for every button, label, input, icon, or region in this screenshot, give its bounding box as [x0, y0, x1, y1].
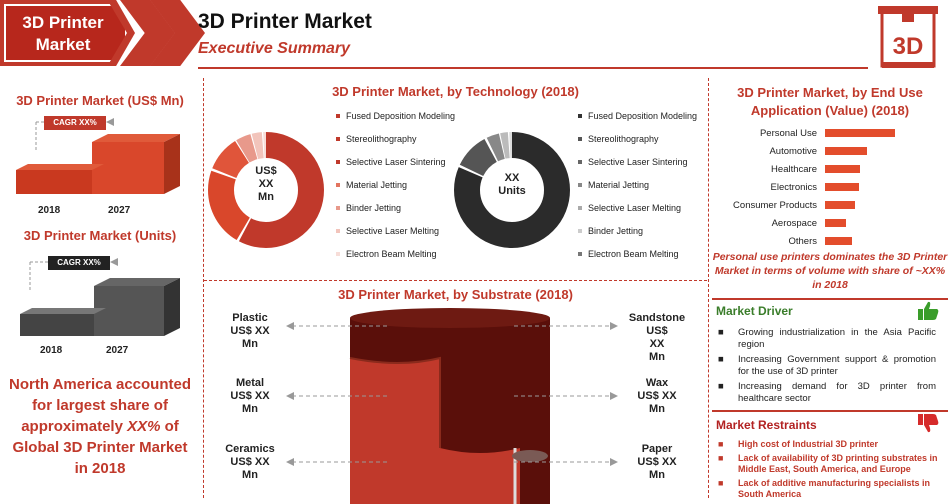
legend-item: Fused Deposition Modeling	[336, 110, 455, 122]
units-step-chart	[20, 256, 180, 336]
end-use-title: 3D Printer Market, by End Use Applicatio…	[737, 85, 923, 118]
substrate-cylinder-chart	[349, 308, 550, 504]
units-year-end: 2027	[106, 345, 129, 356]
north-america-note: North America accounted for largest shar…	[9, 376, 191, 477]
technology-donut-value	[208, 132, 324, 248]
driver-divider	[712, 298, 948, 300]
legend-item: Stereolithography	[578, 133, 697, 145]
bar-row: Consumer Products	[712, 196, 948, 214]
legend-item: Binder Jetting	[336, 202, 455, 214]
printer-logo-icon: 3D	[878, 6, 938, 68]
substrate-wax: Wax US$ XX Mn	[637, 377, 677, 415]
bar	[825, 165, 860, 173]
bar-row: Personal Use	[712, 124, 948, 142]
technology-title: 3D Printer Market, by Technology (2018)	[332, 84, 579, 99]
list-item: ■ High cost of Industrial 3D printer	[718, 439, 879, 449]
list-item: ■ Increasing Government support & promoti…	[718, 354, 936, 377]
usd-year-end: 2027	[108, 205, 131, 216]
driver-title: Market Driver	[716, 304, 793, 318]
page-subtitle: Executive Summary	[198, 40, 351, 57]
substrate-sandstone: Sandstone US$ XX Mn	[628, 312, 686, 363]
substrate-pointer-lines	[286, 322, 618, 466]
legend-item: Material Jetting	[578, 179, 697, 191]
substrate-ceramics: Ceramics US$ XX Mn	[225, 443, 275, 481]
bar	[825, 147, 867, 155]
driver-list: ■ Growing industrialization in the Asia P…	[718, 327, 936, 408]
legend-item: Selective Laser Sintering	[578, 156, 697, 168]
banner-title: 3D Printer Market	[22, 13, 104, 54]
bar-row: Electronics	[712, 178, 948, 196]
bar	[825, 129, 895, 137]
header-banner-inner	[4, 4, 127, 62]
units-cagr-label: CAGR XX%	[57, 258, 101, 267]
bar	[825, 201, 855, 209]
donut-units-label: XX Units	[498, 172, 526, 197]
legend-item: Fused Deposition Modeling	[578, 110, 697, 122]
page-title: 3D Printer Market	[198, 10, 372, 33]
usd-chart-title: 3D Printer Market (US$ Mn)	[16, 93, 184, 108]
substrate-title: 3D Printer Market, by Substrate (2018)	[338, 287, 573, 302]
legend-item: Selective Laser Sintering	[336, 156, 455, 168]
list-item: ■ Growing industrialization in the Asia P…	[718, 327, 936, 350]
technology-donut-units	[454, 132, 570, 248]
substrate-paper: Paper US$ XX Mn	[637, 443, 677, 481]
donut-value-label: US$ XX Mn	[255, 165, 277, 203]
bar	[825, 237, 852, 245]
legend-item: Electron Beam Melting	[578, 248, 697, 260]
bar	[825, 219, 846, 227]
legend-item: Selective Laser Melting	[336, 225, 455, 237]
technology-legend-units: Fused Deposition Modeling Stereolithogra…	[578, 110, 697, 260]
restraints-divider	[712, 410, 948, 412]
usd-cagr-label: CAGR XX%	[53, 118, 97, 127]
bar-row: Others	[712, 232, 948, 250]
bar-row: Aerospace	[712, 214, 948, 232]
legend-item: Binder Jetting	[578, 225, 697, 237]
svg-text:3D: 3D	[893, 33, 924, 60]
legend-item: Selective Laser Melting	[578, 202, 697, 214]
usd-year-start: 2018	[38, 205, 61, 216]
substrate-metal: Metal US$ XX Mn	[230, 377, 270, 415]
legend-item: Material Jetting	[336, 179, 455, 191]
restraints-list: ■ High cost of Industrial 3D printer ■ Lac…	[718, 439, 942, 504]
legend-item: Stereolithography	[336, 133, 455, 145]
restraints-title: Market Restraints	[716, 418, 817, 432]
bar-row: Healthcare	[712, 160, 948, 178]
units-year-start: 2018	[40, 345, 63, 356]
thumbs-up-icon	[918, 301, 939, 320]
thumbs-down-icon	[918, 414, 939, 433]
list-item: ■ Lack of availability of 3D printing sub…	[718, 452, 938, 475]
legend-item: Electron Beam Melting	[336, 248, 455, 260]
list-item: ■ Increasing demand for 3D printer from h…	[718, 381, 936, 404]
substrate-plastic: Plastic US$ XX Mn	[230, 312, 270, 350]
bar	[825, 183, 859, 191]
usd-step-chart	[16, 116, 180, 194]
technology-legend-value: Fused Deposition Modeling Stereolithogra…	[336, 110, 455, 260]
divider-right	[708, 78, 709, 498]
divider-left	[203, 78, 204, 498]
end-use-bar-chart: Personal Use Automotive Healthcare Elect…	[712, 124, 948, 250]
list-item: ■ Lack of additive manufacturing speciali…	[718, 477, 931, 500]
divider-middle	[204, 280, 707, 281]
header-divider	[198, 67, 868, 69]
units-chart-title: 3D Printer Market (Units)	[23, 228, 177, 243]
bar-row: Automotive	[712, 142, 948, 160]
end-use-note: Personal use printers dominates the 3D P…	[712, 251, 948, 291]
